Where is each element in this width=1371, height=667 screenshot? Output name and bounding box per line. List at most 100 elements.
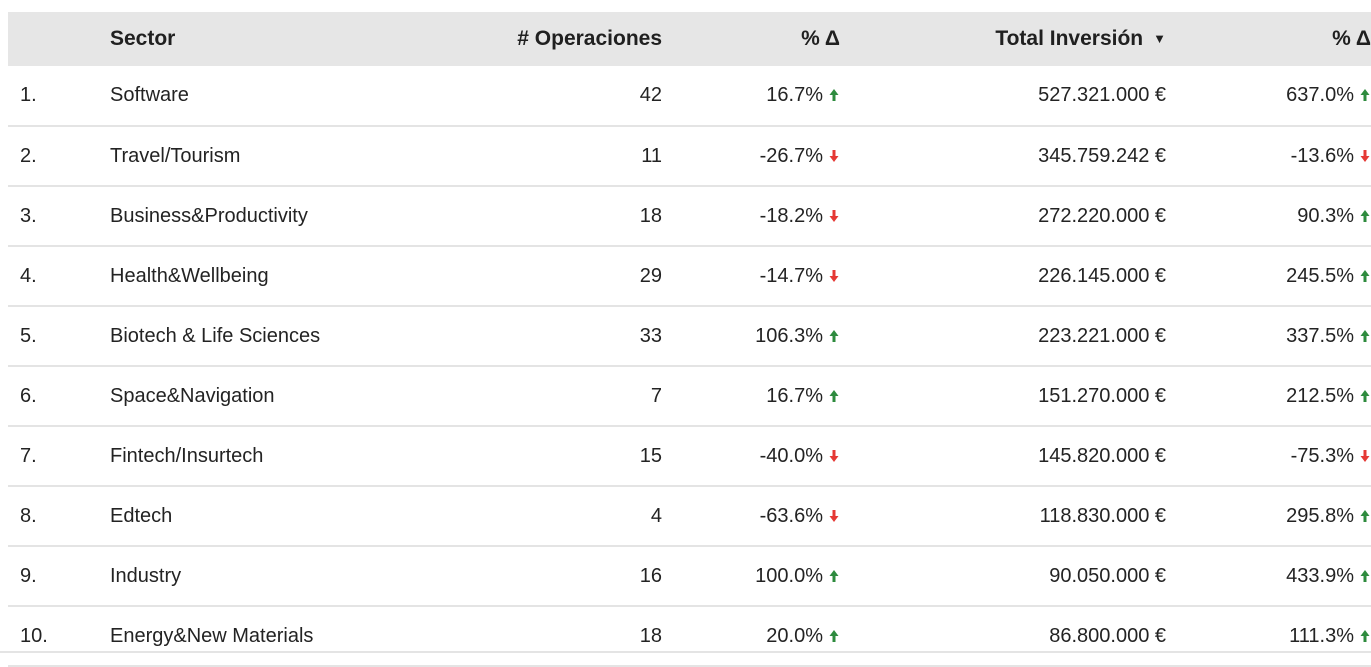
arrow-down-icon — [829, 209, 839, 222]
cell-operaciones-text: 42 — [639, 84, 662, 106]
table-header-row: Sector # Operaciones % Δ Total Inversión… — [8, 12, 1371, 66]
cell-sector-text: Business&Productivity — [110, 204, 308, 227]
arrow-down-icon — [1360, 149, 1370, 162]
sector-table: Sector # Operaciones % Δ Total Inversión… — [8, 12, 1371, 667]
cell-inversion: 86.800.000 € — [848, 606, 1166, 666]
cell-ops-delta-text: 16.7% — [766, 84, 823, 106]
arrow-up-icon — [1360, 269, 1370, 282]
cell-sector: Space&Navigation — [110, 366, 412, 426]
cell-operaciones: 42 — [412, 66, 662, 126]
cell-rank-text: 10. — [20, 624, 48, 647]
cell-inversion-text: 345.759.242 € — [1038, 144, 1166, 167]
cell-inv-delta: 212.5% — [1166, 366, 1371, 426]
cell-operaciones-text: 29 — [639, 264, 662, 287]
table-bottom-divider — [0, 651, 1371, 653]
table-row[interactable]: 6. Space&Navigation 7 16.7% 151.270.000 € 212… — [8, 366, 1371, 426]
cell-sector-text: Energy&New Materials — [110, 624, 314, 647]
cell-inversion-text: 527.321.000 € — [1038, 84, 1166, 106]
cell-inv-delta: 433.9% — [1166, 546, 1371, 606]
cell-inv-delta: 90.3% — [1166, 186, 1371, 246]
table-row[interactable]: 10. Energy&New Materials 18 20.0% 86.800.000… — [8, 606, 1371, 666]
arrow-up-icon — [829, 389, 839, 402]
cell-sector: Health&Wellbeing — [110, 246, 412, 306]
cell-rank-text: 9. — [20, 564, 37, 587]
cell-rank-text: 5. — [20, 324, 37, 347]
table-row[interactable]: 4. Health&Wellbeing 29 -14.7% 226.145.000 € 2… — [8, 246, 1371, 306]
cell-operaciones-text: 16 — [639, 564, 662, 587]
cell-inversion: 118.830.000 € — [848, 486, 1166, 546]
cell-operaciones: 16 — [412, 546, 662, 606]
arrow-up-icon — [829, 329, 839, 342]
cell-inv-delta-text: 337.5% — [1286, 324, 1354, 347]
cell-operaciones: 18 — [412, 606, 662, 666]
cell-operaciones: 29 — [412, 246, 662, 306]
table-row[interactable]: 1. Software 42 16.7% 527.321.000 € 637.0% — [8, 66, 1371, 126]
cell-rank: 2. — [8, 126, 110, 186]
header-sector[interactable]: Sector — [110, 27, 176, 50]
cell-inversion: 345.759.242 € — [848, 126, 1166, 186]
cell-ops-delta: 16.7% — [662, 366, 848, 426]
arrow-up-icon — [1360, 569, 1370, 582]
cell-rank: 10. — [8, 606, 110, 666]
cell-inv-delta: 245.5% — [1166, 246, 1371, 306]
header-ops-delta[interactable]: % Δ — [801, 27, 840, 50]
sector-table-container: Sector # Operaciones % Δ Total Inversión… — [8, 12, 1371, 667]
cell-inv-delta-text: 295.8% — [1286, 504, 1354, 527]
arrow-up-icon — [1360, 329, 1370, 342]
cell-inv-delta: 111.3% — [1166, 606, 1371, 666]
cell-ops-delta-text: -63.6% — [759, 504, 823, 527]
table-row[interactable]: 7. Fintech/Insurtech 15 -40.0% 145.820.000 €… — [8, 426, 1371, 486]
table-row[interactable]: 3. Business&Productivity 18 -18.2% 272.220.0… — [8, 186, 1371, 246]
cell-inversion-text: 226.145.000 € — [1038, 264, 1166, 287]
cell-rank-text: 8. — [20, 504, 37, 527]
cell-sector: Fintech/Insurtech — [110, 426, 412, 486]
cell-ops-delta: 106.3% — [662, 306, 848, 366]
cell-rank-text: 1. — [20, 84, 37, 106]
arrow-down-icon — [829, 269, 839, 282]
header-inv-delta[interactable]: % Δ — [1332, 27, 1371, 50]
cell-inversion: 272.220.000 € — [848, 186, 1166, 246]
table-row[interactable]: 2. Travel/Tourism 11 -26.7% 345.759.242 € -13… — [8, 126, 1371, 186]
sort-desc-icon[interactable]: ▼ — [1153, 31, 1166, 46]
cell-operaciones-text: 15 — [639, 444, 662, 467]
cell-sector: Industry — [110, 546, 412, 606]
cell-operaciones: 11 — [412, 126, 662, 186]
cell-ops-delta: -40.0% — [662, 426, 848, 486]
cell-operaciones: 18 — [412, 186, 662, 246]
cell-inv-delta: 337.5% — [1166, 306, 1371, 366]
cell-rank: 1. — [8, 66, 110, 126]
cell-rank: 9. — [8, 546, 110, 606]
arrow-down-icon — [1360, 449, 1370, 462]
cell-operaciones-text: 33 — [639, 324, 662, 347]
cell-rank-text: 4. — [20, 264, 37, 287]
cell-inversion: 90.050.000 € — [848, 546, 1166, 606]
cell-sector-text: Health&Wellbeing — [110, 264, 269, 287]
arrow-up-icon — [829, 629, 839, 642]
cell-operaciones-text: 7 — [650, 384, 662, 407]
cell-rank: 5. — [8, 306, 110, 366]
cell-inv-delta: 637.0% — [1166, 66, 1371, 126]
cell-sector-text: Fintech/Insurtech — [110, 444, 264, 467]
table-row[interactable]: 9. Industry 16 100.0% 90.050.000 € 433.9% — [8, 546, 1371, 606]
cell-operaciones-text: 18 — [639, 624, 662, 647]
cell-inv-delta: -75.3% — [1166, 426, 1371, 486]
table-body: 1. Software 42 16.7% 527.321.000 € 637.0% 2. Tr… — [8, 66, 1371, 666]
cell-ops-delta-text: 106.3% — [755, 324, 823, 347]
cell-inv-delta: 295.8% — [1166, 486, 1371, 546]
header-operaciones[interactable]: # Operaciones — [517, 27, 662, 50]
cell-ops-delta-text: 20.0% — [766, 624, 823, 647]
cell-inversion-text: 118.830.000 € — [1039, 504, 1166, 527]
cell-ops-delta-text: -40.0% — [759, 444, 823, 467]
table-row[interactable]: 8. Edtech 4 -63.6% 118.830.000 € 295.8% — [8, 486, 1371, 546]
header-total-inversion[interactable]: Total Inversión ▼ — [848, 12, 1166, 66]
table-row[interactable]: 5. Biotech & Life Sciences 33 106.3% 223.221… — [8, 306, 1371, 366]
cell-inversion-text: 151.270.000 € — [1038, 384, 1166, 407]
cell-inversion-text: 86.800.000 € — [1049, 624, 1166, 647]
cell-sector: Energy&New Materials — [110, 606, 412, 666]
cell-inv-delta-text: 245.5% — [1286, 264, 1354, 287]
arrow-up-icon — [1360, 209, 1370, 222]
cell-inversion: 226.145.000 € — [848, 246, 1166, 306]
arrow-up-icon — [829, 569, 839, 582]
cell-inv-delta-text: 433.9% — [1286, 564, 1354, 587]
cell-sector-text: Travel/Tourism — [110, 144, 241, 167]
